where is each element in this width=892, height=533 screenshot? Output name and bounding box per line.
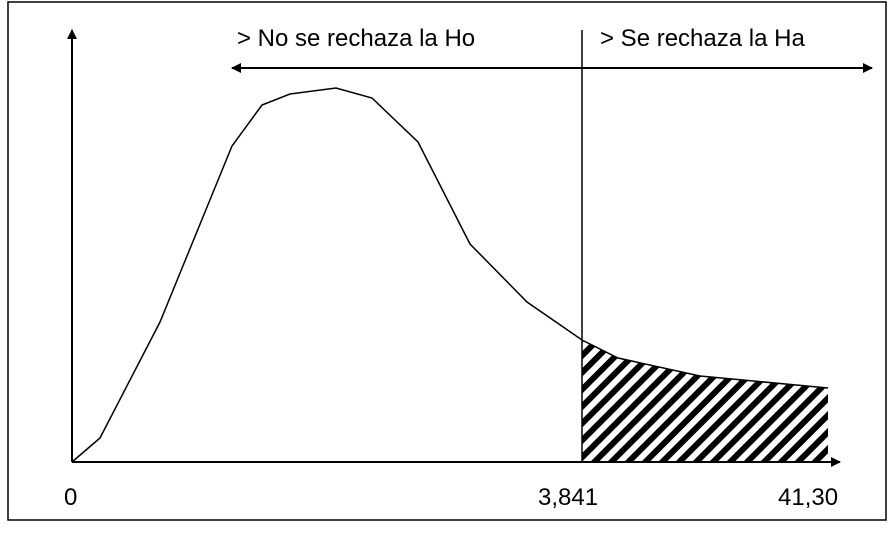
region-label: > Se rechaza la Ha [600,25,805,52]
axis-label: 3,841 [538,484,598,511]
rejection-area [582,340,828,462]
axis-label: 41,30 [778,484,838,511]
axis-label: 0 [64,484,77,511]
region-label: > No se rechaza la Ho [237,25,475,52]
frame [7,1,887,521]
distribution-curve [71,87,829,463]
